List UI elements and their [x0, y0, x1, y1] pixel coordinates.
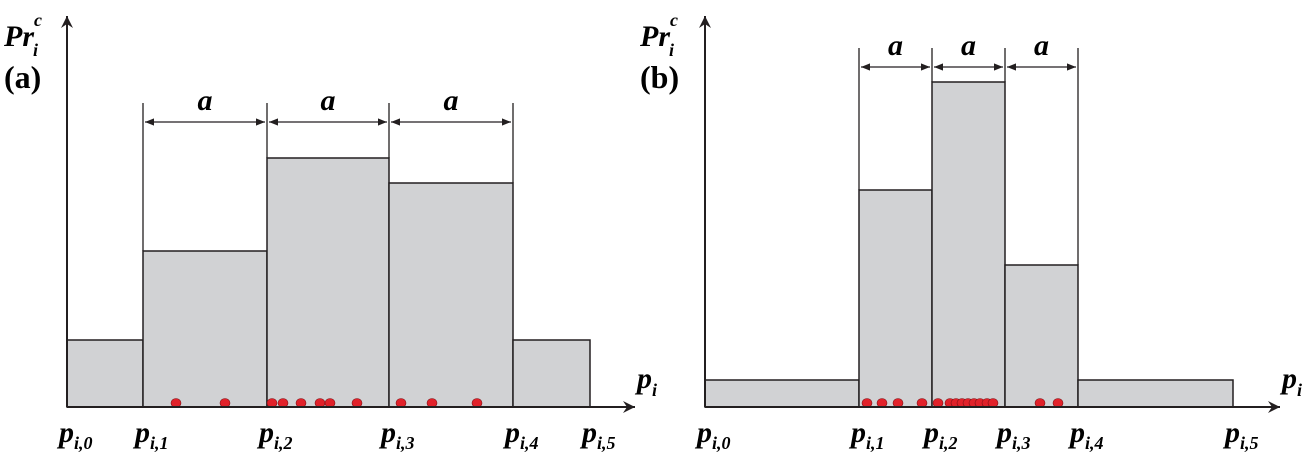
x-symbol: p — [1279, 362, 1297, 395]
tick-sub: i,2 — [939, 433, 958, 453]
bin — [66, 339, 144, 408]
tick-sub: i,5 — [597, 433, 616, 453]
tick-label: pi,1 — [132, 416, 169, 453]
bin — [388, 182, 514, 408]
tick-symbol: p — [502, 416, 520, 449]
bin — [266, 157, 390, 408]
x-symbol: p — [634, 362, 652, 395]
span-label: a — [961, 29, 976, 62]
tick-symbol: p — [378, 416, 396, 449]
span-label: a — [888, 29, 903, 62]
tick-sub: i,4 — [520, 433, 539, 453]
tick-label: pi,4 — [502, 416, 539, 453]
bin — [512, 339, 591, 408]
tick-symbol: p — [694, 416, 712, 449]
tick-sub: i,1 — [150, 433, 169, 453]
tick-sub: i,0 — [74, 433, 93, 453]
tick-label: pi,2 — [921, 416, 958, 453]
y-sup: c — [34, 10, 42, 30]
bin — [1004, 264, 1079, 408]
panel-label: (b) — [640, 59, 679, 95]
tick-label: pi,3 — [378, 416, 415, 453]
tick-sub: i,2 — [274, 433, 293, 453]
bin — [704, 379, 860, 408]
y-symbol: Pr — [639, 20, 670, 53]
tick-symbol: p — [921, 416, 939, 449]
tick-symbol: p — [256, 416, 274, 449]
tick-sub: i,0 — [712, 433, 731, 453]
x-sub: i — [652, 380, 657, 400]
x-sub: i — [1297, 380, 1302, 400]
y-axis-label: Prc i — [3, 10, 42, 60]
y-axis-label: Prc i — [639, 10, 678, 60]
tick-label: pi,5 — [579, 416, 616, 453]
tick-symbol: p — [579, 416, 597, 449]
tick-label: pi,3 — [994, 416, 1031, 453]
tick-sub: i,4 — [1085, 433, 1104, 453]
tick-sub: i,1 — [866, 433, 885, 453]
bin — [142, 250, 268, 408]
span-label: a — [1034, 29, 1049, 62]
tick-symbol: p — [132, 416, 150, 449]
tick-label: pi,0 — [56, 416, 93, 453]
panel-label: (a) — [4, 59, 41, 95]
tick-sub: i,3 — [1012, 433, 1031, 453]
tick-label: pi,0 — [694, 416, 731, 453]
tick-symbol: p — [56, 416, 74, 449]
y-sub: i — [33, 40, 38, 60]
bin — [931, 81, 1006, 408]
y-symbol: Pr — [3, 20, 34, 53]
tick-label: pi,2 — [256, 416, 293, 453]
tick-symbol: p — [1222, 416, 1240, 449]
tick-sub: i,5 — [1240, 433, 1259, 453]
tick-sub: i,3 — [396, 433, 415, 453]
span-label: a — [444, 84, 459, 117]
bin — [858, 189, 933, 408]
x-axis-label: pi — [1279, 362, 1302, 400]
bin — [1077, 379, 1234, 408]
tick-symbol: p — [994, 416, 1012, 449]
x-axis-label: pi — [634, 362, 657, 400]
tick-label: pi,4 — [1067, 416, 1104, 453]
tick-label: pi,1 — [848, 416, 885, 453]
span-label: a — [321, 84, 336, 117]
tick-label: pi,5 — [1222, 416, 1259, 453]
y-sub: i — [669, 40, 674, 60]
tick-symbol: p — [848, 416, 866, 449]
y-sup: c — [670, 10, 678, 30]
span-label: a — [198, 84, 213, 117]
tick-symbol: p — [1067, 416, 1085, 449]
